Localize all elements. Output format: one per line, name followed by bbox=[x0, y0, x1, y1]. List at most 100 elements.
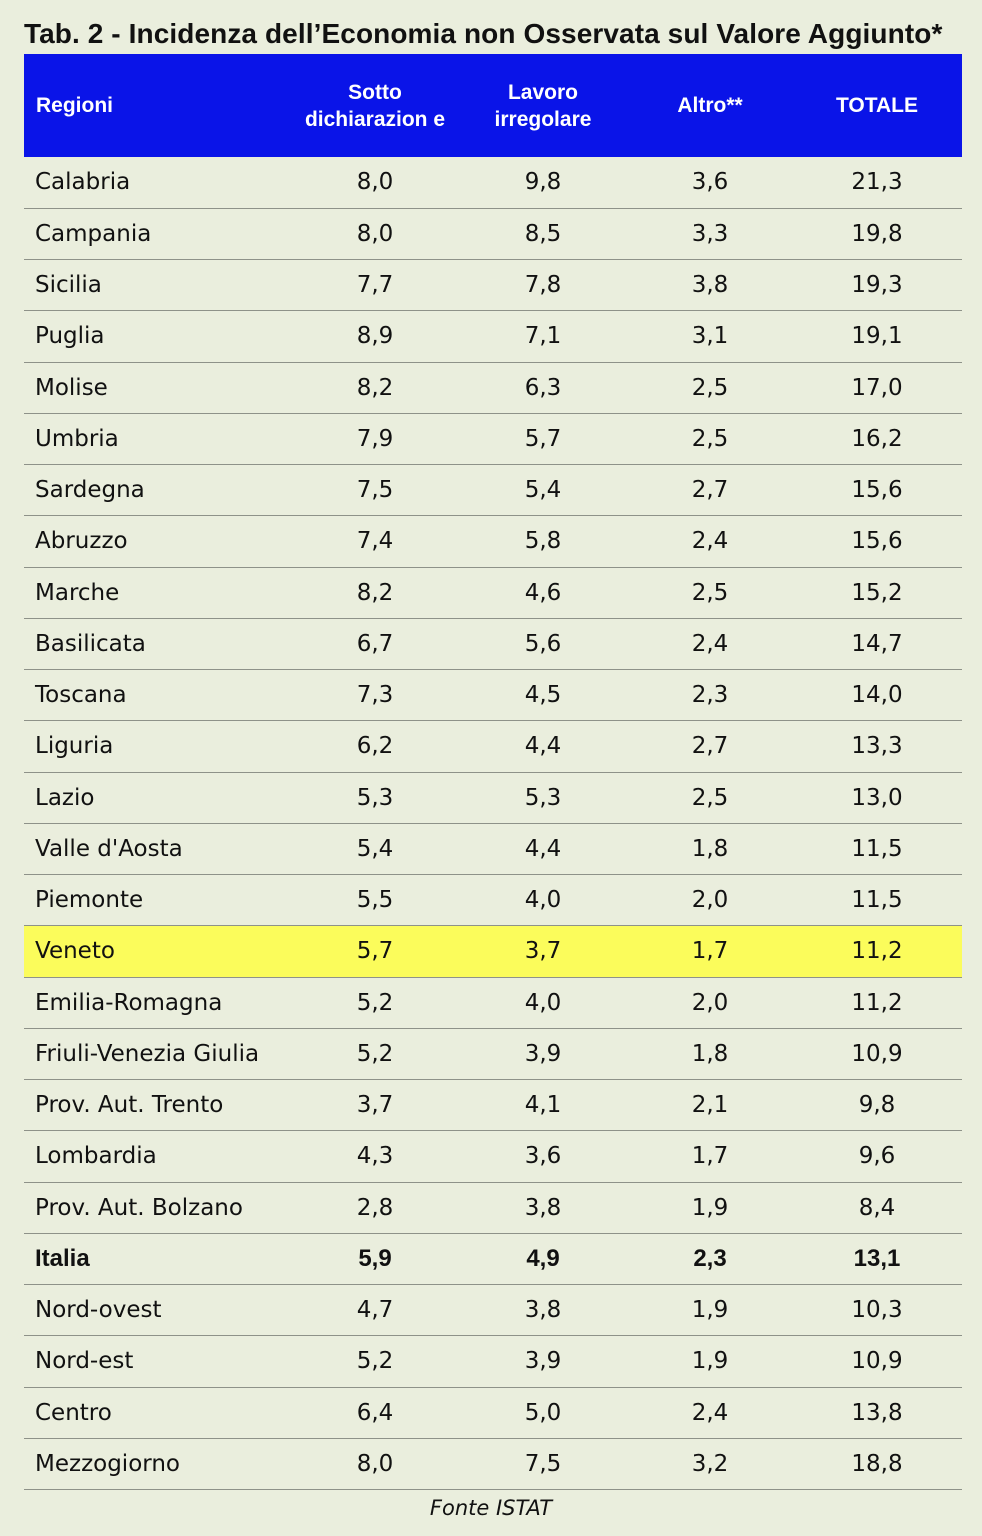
region-cell: Molise bbox=[24, 362, 292, 414]
lavoro-irregolare-cell: 7,1 bbox=[458, 310, 628, 363]
sotto-dichiarazione-cell: 8,0 bbox=[292, 157, 458, 209]
table-row: Centro 6,4 5,0 2,4 13,8 bbox=[24, 1387, 962, 1439]
table-row: Veneto 5,7 3,7 1,7 11,2 bbox=[24, 925, 962, 978]
lavoro-irregolare-cell: 4,4 bbox=[458, 720, 628, 773]
sotto-dichiarazione-cell: 5,9 bbox=[292, 1233, 458, 1286]
totale-cell: 15,6 bbox=[792, 515, 962, 568]
column-header-regioni: Regioni bbox=[36, 94, 113, 117]
table-row: Emilia-Romagna 5,2 4,0 2,0 11,2 bbox=[24, 977, 962, 1029]
sotto-dichiarazione-cell: 5,5 bbox=[292, 874, 458, 927]
sotto-dichiarazione-cell: 5,2 bbox=[292, 977, 458, 1029]
data-table: Regioni Sotto dichiarazion e Lavoro irre… bbox=[24, 54, 962, 1491]
sotto-dichiarazione-cell: 7,4 bbox=[292, 515, 458, 568]
table-row: Calabria 8,0 9,8 3,6 21,3 bbox=[24, 157, 962, 209]
column-header-altro: Altro** bbox=[677, 94, 743, 117]
sotto-dichiarazione-cell: 4,7 bbox=[292, 1284, 458, 1337]
table-row: Piemonte 5,5 4,0 2,0 11,5 bbox=[24, 874, 962, 927]
altro-cell: 3,2 bbox=[628, 1438, 792, 1491]
region-cell: Nord-ovest bbox=[24, 1284, 292, 1337]
lavoro-irregolare-cell: 6,3 bbox=[458, 362, 628, 414]
sotto-dichiarazione-cell: 7,3 bbox=[292, 669, 458, 722]
lavoro-irregolare-cell: 9,8 bbox=[458, 157, 628, 209]
altro-cell: 2,3 bbox=[628, 1233, 792, 1286]
altro-cell: 2,7 bbox=[628, 464, 792, 517]
altro-cell: 1,7 bbox=[628, 1130, 792, 1183]
region-cell: Friuli-Venezia Giulia bbox=[24, 1028, 292, 1081]
sotto-dichiarazione-cell: 7,9 bbox=[292, 413, 458, 466]
table-row: Friuli-Venezia Giulia 5,2 3,9 1,8 10,9 bbox=[24, 1028, 962, 1081]
region-cell: Calabria bbox=[24, 157, 292, 209]
table-row: Sicilia 7,7 7,8 3,8 19,3 bbox=[24, 259, 962, 312]
totale-cell: 16,2 bbox=[792, 413, 962, 466]
sotto-dichiarazione-cell: 8,9 bbox=[292, 310, 458, 363]
altro-cell: 2,5 bbox=[628, 413, 792, 466]
altro-cell: 1,7 bbox=[628, 925, 792, 978]
altro-cell: 2,3 bbox=[628, 669, 792, 722]
table-row: Prov. Aut. Bolzano 2,8 3,8 1,9 8,4 bbox=[24, 1182, 962, 1234]
totale-cell: 9,8 bbox=[792, 1079, 962, 1132]
altro-cell: 2,5 bbox=[628, 362, 792, 414]
table-row: Marche 8,2 4,6 2,5 15,2 bbox=[24, 567, 962, 619]
lavoro-irregolare-cell: 4,0 bbox=[458, 977, 628, 1029]
sotto-dichiarazione-cell: 6,2 bbox=[292, 720, 458, 773]
table-row: Liguria 6,2 4,4 2,7 13,3 bbox=[24, 720, 962, 773]
sotto-dichiarazione-cell: 3,7 bbox=[292, 1079, 458, 1132]
table-row: Nord-est 5,2 3,9 1,9 10,9 bbox=[24, 1335, 962, 1388]
lavoro-irregolare-cell: 4,6 bbox=[458, 567, 628, 619]
altro-cell: 1,8 bbox=[628, 823, 792, 876]
totale-cell: 17,0 bbox=[792, 362, 962, 414]
table-row: Valle d'Aosta 5,4 4,4 1,8 11,5 bbox=[24, 823, 962, 876]
totale-cell: 13,3 bbox=[792, 720, 962, 773]
totale-cell: 14,0 bbox=[792, 669, 962, 722]
region-cell: Lombardia bbox=[24, 1130, 292, 1183]
sotto-dichiarazione-cell: 8,0 bbox=[292, 208, 458, 261]
table-header: Regioni Sotto dichiarazion e Lavoro irre… bbox=[24, 54, 962, 157]
sotto-dichiarazione-cell: 6,7 bbox=[292, 618, 458, 671]
region-cell: Puglia bbox=[24, 310, 292, 363]
totale-cell: 11,2 bbox=[792, 925, 962, 978]
totale-cell: 8,4 bbox=[792, 1182, 962, 1234]
sotto-dichiarazione-cell: 8,0 bbox=[292, 1438, 458, 1491]
column-header-lavoro-irregolare: Lavoro irregolare bbox=[494, 80, 592, 131]
table-row: Italia 5,9 4,9 2,3 13,1 bbox=[24, 1233, 962, 1286]
region-cell: Veneto bbox=[24, 925, 292, 978]
totale-cell: 15,2 bbox=[792, 567, 962, 619]
source-note: Fonte ISTAT bbox=[429, 1496, 553, 1520]
lavoro-irregolare-cell: 7,5 bbox=[458, 1438, 628, 1491]
totale-cell: 19,3 bbox=[792, 259, 962, 312]
region-cell: Marche bbox=[24, 567, 292, 619]
lavoro-irregolare-cell: 3,8 bbox=[458, 1182, 628, 1234]
lavoro-irregolare-cell: 8,5 bbox=[458, 208, 628, 261]
totale-cell: 10,9 bbox=[792, 1335, 962, 1388]
region-cell: Emilia-Romagna bbox=[24, 977, 292, 1029]
region-cell: Campania bbox=[24, 208, 292, 261]
lavoro-irregolare-cell: 4,4 bbox=[458, 823, 628, 876]
totale-cell: 14,7 bbox=[792, 618, 962, 671]
lavoro-irregolare-cell: 4,9 bbox=[458, 1233, 628, 1286]
sotto-dichiarazione-cell: 7,7 bbox=[292, 259, 458, 312]
column-header-totale: TOTALE bbox=[835, 94, 919, 117]
lavoro-irregolare-cell: 7,8 bbox=[458, 259, 628, 312]
table-row: Toscana 7,3 4,5 2,3 14,0 bbox=[24, 669, 962, 722]
altro-cell: 2,7 bbox=[628, 720, 792, 773]
totale-cell: 18,8 bbox=[792, 1438, 962, 1491]
altro-cell: 3,3 bbox=[628, 208, 792, 261]
totale-cell: 13,0 bbox=[792, 772, 962, 824]
sotto-dichiarazione-cell: 5,2 bbox=[292, 1335, 458, 1388]
altro-cell: 1,9 bbox=[628, 1335, 792, 1388]
table-row: Puglia 8,9 7,1 3,1 19,1 bbox=[24, 310, 962, 363]
altro-cell: 2,0 bbox=[628, 874, 792, 927]
sotto-dichiarazione-cell: 4,3 bbox=[292, 1130, 458, 1183]
altro-cell: 1,9 bbox=[628, 1182, 792, 1234]
region-cell: Liguria bbox=[24, 720, 292, 773]
altro-cell: 2,4 bbox=[628, 1387, 792, 1439]
lavoro-irregolare-cell: 3,8 bbox=[458, 1284, 628, 1337]
table-row: Mezzogiorno 8,0 7,5 3,2 18,8 bbox=[24, 1438, 962, 1491]
header-row: Regioni Sotto dichiarazion e Lavoro irre… bbox=[24, 54, 962, 157]
region-cell: Piemonte bbox=[24, 874, 292, 927]
totale-cell: 10,9 bbox=[792, 1028, 962, 1081]
table-row: Prov. Aut. Trento 3,7 4,1 2,1 9,8 bbox=[24, 1079, 962, 1132]
totale-cell: 11,5 bbox=[792, 823, 962, 876]
totale-cell: 11,5 bbox=[792, 874, 962, 927]
